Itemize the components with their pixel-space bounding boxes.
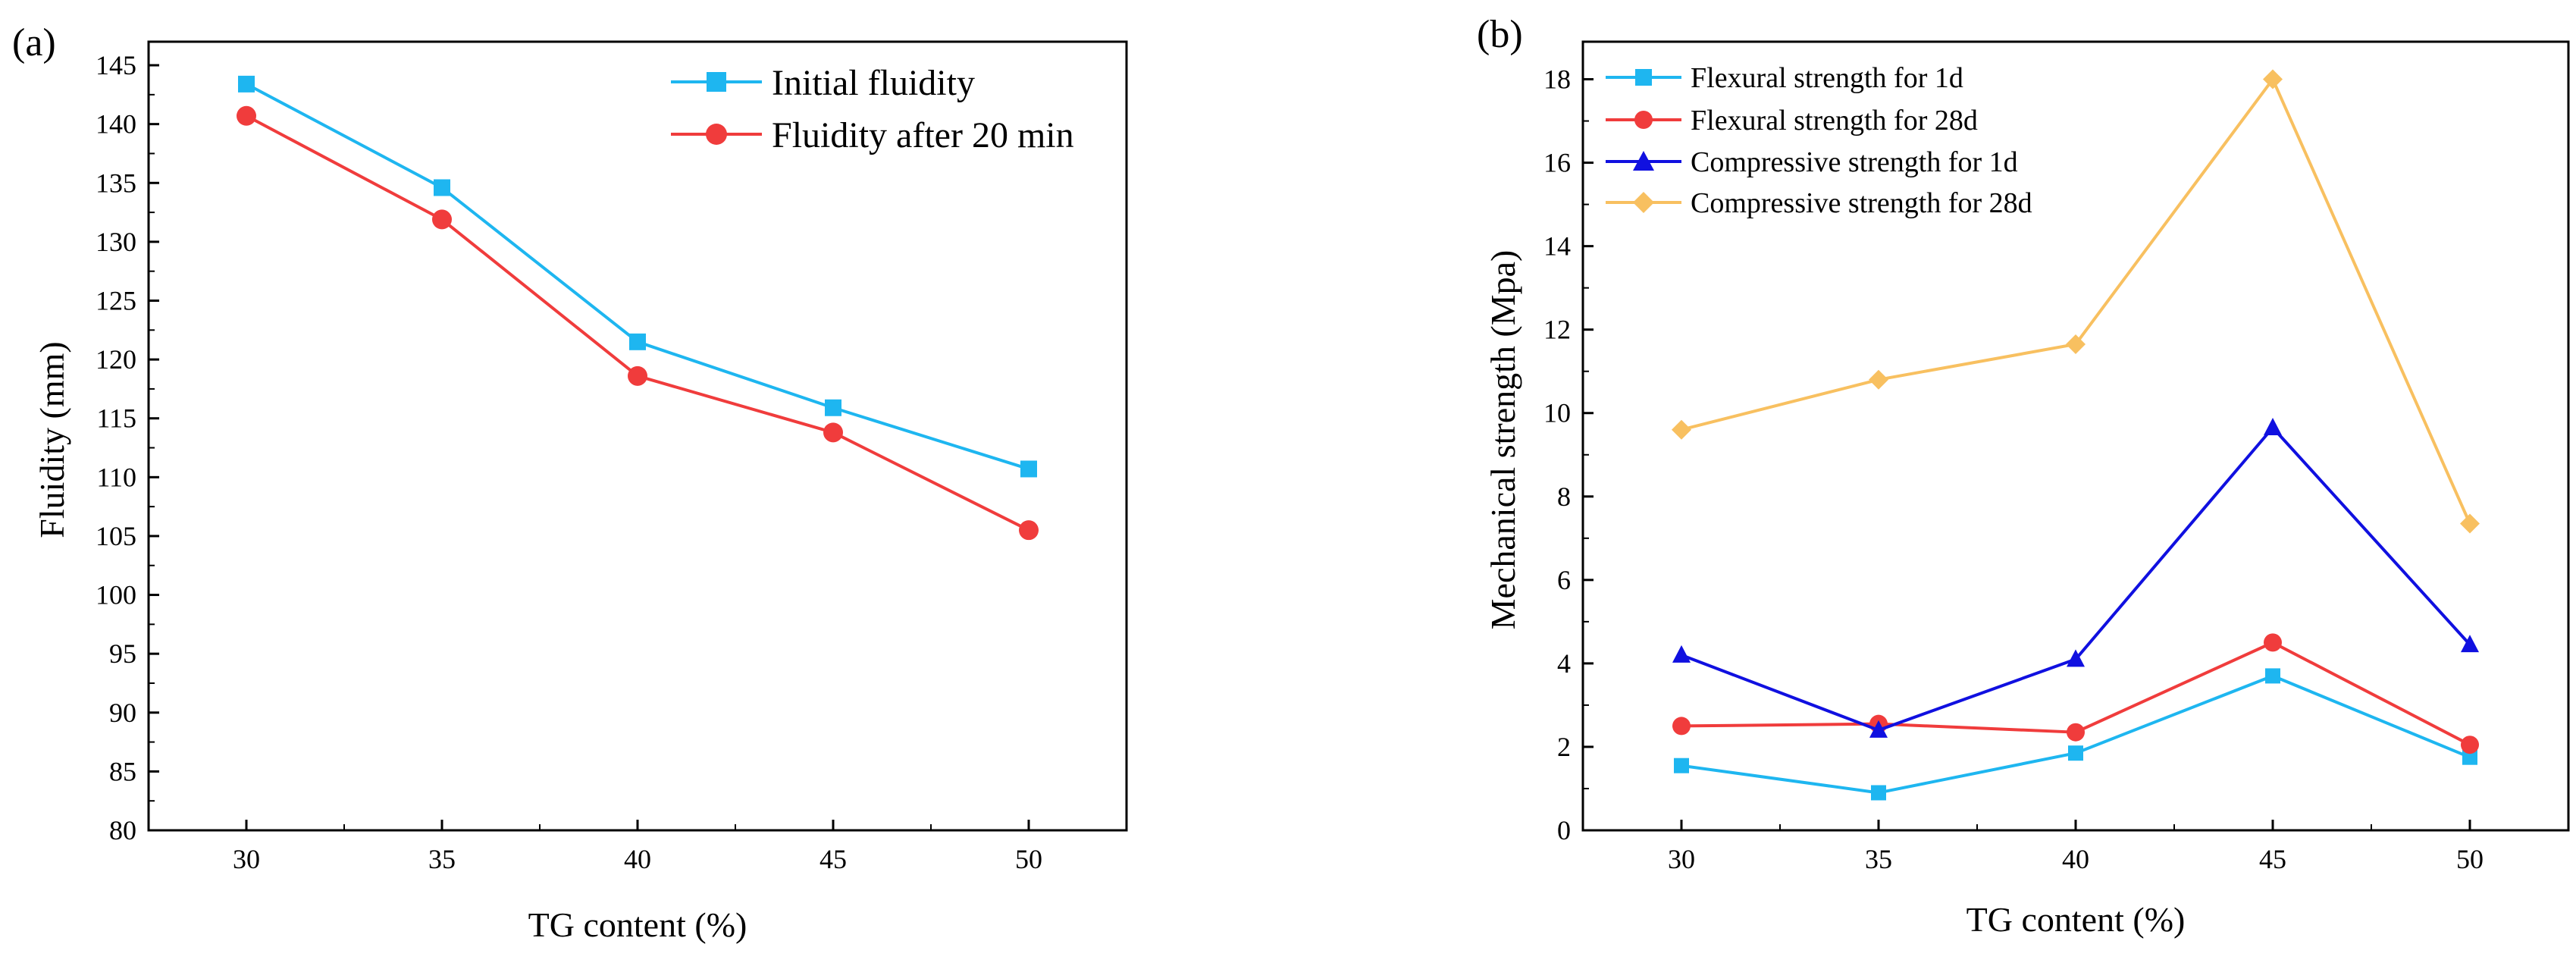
panel-b-series-3-point — [1672, 419, 1691, 440]
panel-a-legend-label-initial: Initial fluidity — [772, 63, 975, 103]
panel-a-y-tick-label: 130 — [96, 227, 136, 257]
panel-b-legend-marker-circle — [1634, 111, 1653, 129]
panel-a-series-1-point — [1019, 520, 1039, 541]
panel-a-y-tick-label: 90 — [109, 698, 136, 728]
panel-a-y-tick-label: 85 — [109, 756, 136, 786]
panel-b-series-1-point — [2461, 736, 2479, 754]
panel-a-y-tick-label: 120 — [96, 344, 136, 375]
panel-a-legend-marker-square — [707, 72, 726, 92]
panel-a-y-tick-label: 80 — [109, 815, 136, 845]
panel-a-series-1-line — [246, 114, 1029, 532]
panel-b-y-tick-label: 2 — [1557, 732, 1571, 762]
panel-b-series-0-point — [2068, 745, 2083, 761]
panel-b-series-2-point — [2264, 417, 2282, 435]
panel-a-series-0-point — [1020, 460, 1037, 478]
panel-b-x-axis: TG content (%) 30 35 40 45 50 — [1668, 820, 2484, 939]
panel-b-x-axis-title: TG content (%) — [1966, 900, 2186, 939]
panel-b-series-3-point — [2066, 334, 2086, 354]
panel-a-series-0-point — [825, 399, 841, 416]
panel-a-fluidity-chart: (a) Fluidity (mm) 80 85 90 95 100 105 110 115 12… — [12, 21, 1128, 944]
panel-b-x-tick-label: 50 — [2456, 844, 2484, 874]
panel-b-legend-label-comp1d: Compressive strength for 1d — [1691, 146, 2018, 178]
panel-b-series-0-point — [2265, 668, 2280, 684]
panel-a-label: (a) — [12, 21, 56, 64]
panel-b-series-0-point — [1674, 758, 1689, 773]
panel-b-series-3-point — [1869, 369, 1888, 390]
panel-b-series-2-point — [1869, 720, 1888, 738]
panel-b-series-0-point — [1871, 785, 1886, 801]
panel-a-x-tick-label: 30 — [233, 844, 260, 874]
panel-b-series — [1672, 69, 2480, 801]
panel-b-y-tick-label: 16 — [1543, 148, 1571, 178]
panel-b-legend-label-comp28d: Compressive strength for 28d — [1691, 187, 2032, 219]
panel-b-label: (b) — [1477, 13, 1523, 56]
panel-b-x-tick-label: 45 — [2259, 844, 2286, 874]
panel-b-series-3-point — [2460, 513, 2480, 534]
panel-b-y-tick-label: 8 — [1557, 482, 1571, 512]
panel-b-legend: Flexural strength for 1d Flexural streng… — [1606, 62, 2032, 219]
panel-a-legend-label-after20: Fluidity after 20 min — [772, 115, 1074, 155]
panel-b-legend-marker-triangle — [1633, 151, 1654, 171]
panel-b-series-3-point — [2263, 69, 2283, 89]
panel-a-x-tick-label: 50 — [1015, 844, 1042, 874]
panel-a-y-tick-label: 115 — [96, 403, 136, 434]
panel-b-y-tick-label: 4 — [1557, 648, 1571, 679]
panel-a-y-tick-label: 105 — [96, 521, 136, 551]
panel-b-strength-chart: (b) Mechanical strength (Mpa) 0 2 4 6 8 10 12 1… — [1477, 13, 2570, 939]
panel-a-x-tick-label: 40 — [624, 844, 651, 874]
panel-b-series-1-point — [2067, 723, 2085, 742]
panel-a-y-axis: Fluidity (mm) 80 85 90 95 100 105 110 115 120 125… — [33, 50, 159, 845]
panel-a-x-tick-label: 45 — [819, 844, 847, 874]
panel-b-y-tick-label: 6 — [1557, 565, 1571, 595]
panel-b-y-tick-label: 10 — [1543, 398, 1571, 428]
panel-a-y-tick-label: 95 — [109, 638, 136, 669]
panel-a-x-axis-title: TG content (%) — [528, 905, 747, 944]
panel-a-series-0-point — [238, 75, 255, 93]
panel-a-y-tick-label: 145 — [96, 50, 136, 80]
panel-b-y-axis-title: Mechanical strength (Mpa) — [1484, 250, 1522, 630]
panel-b-y-tick-label: 14 — [1543, 231, 1571, 262]
panel-b-legend-marker-square — [1635, 69, 1652, 86]
panel-b-x-tick-label: 35 — [1865, 844, 1892, 874]
panel-a-y-tick-label: 140 — [96, 109, 136, 140]
panel-b-series-1-point — [2264, 633, 2282, 652]
panel-b-series-2-point — [2067, 649, 2085, 667]
panel-b-x-tick-label: 30 — [1668, 844, 1695, 874]
panel-a-series-1-point — [628, 365, 647, 386]
panel-a-x-axis: TG content (%) 30 35 40 45 50 — [233, 820, 1042, 944]
panel-b-series-2-point — [2461, 635, 2479, 653]
panel-b-legend-marker-diamond — [1633, 192, 1654, 213]
panel-a-series — [237, 75, 1039, 541]
panel-b-series-1-point — [1672, 717, 1691, 736]
panel-b-y-tick-label: 0 — [1557, 815, 1571, 845]
panel-a-series-1-point — [237, 105, 256, 126]
panel-a-y-tick-label: 135 — [96, 168, 136, 198]
panel-a-legend: Initial fluidity Fluidity after 20 min — [671, 63, 1074, 155]
panel-b-y-tick-label: 12 — [1543, 315, 1571, 345]
panel-a-legend-marker-circle — [706, 124, 727, 145]
panel-a-y-tick-label: 100 — [96, 580, 136, 610]
panel-b-x-tick-label: 40 — [2062, 844, 2089, 874]
panel-a-y-tick-label: 110 — [96, 462, 136, 492]
panel-a-y-tick-label: 125 — [96, 285, 136, 315]
panel-a-series-0-point — [434, 179, 450, 196]
panel-a-y-axis-title: Fluidity (mm) — [33, 341, 71, 538]
panel-b-y-tick-label: 18 — [1543, 64, 1571, 95]
panel-a-series-1-point — [823, 422, 843, 443]
panel-a-x-tick-label: 35 — [428, 844, 456, 874]
panel-a-plot-frame — [147, 40, 1128, 832]
panel-b-legend-label-flex28d: Flexural strength for 28d — [1691, 105, 1978, 136]
panel-b-series-2-point — [1672, 645, 1691, 663]
panel-b-legend-label-flex1d: Flexural strength for 1d — [1691, 62, 1963, 94]
panel-a-series-1-point — [432, 209, 452, 230]
panel-b-series-0-point — [2462, 749, 2477, 765]
panel-b-y-axis: Mechanical strength (Mpa) 0 2 4 6 8 10 12 14 16 1… — [1484, 64, 1594, 845]
panel-a-series-0-point — [629, 333, 646, 350]
